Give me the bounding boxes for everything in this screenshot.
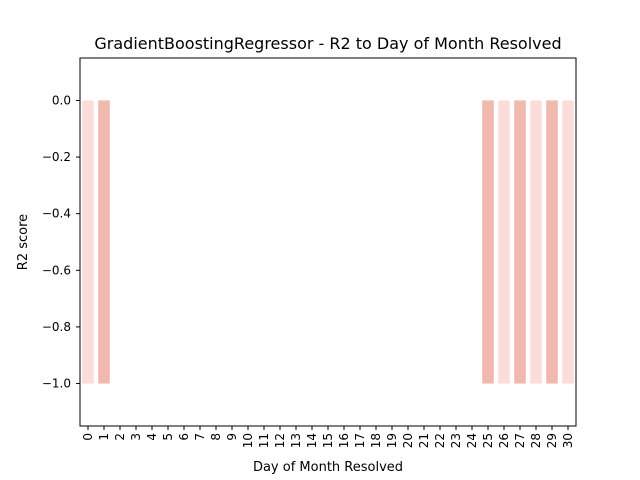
x-tick-label: 4 bbox=[145, 433, 159, 441]
x-tick-label: 25 bbox=[481, 433, 495, 448]
x-axis: 0 1 2 3 4 5 6 7 8 9 10 11 12 13 14 15 16 17 18 19 20 21 22 23 24… bbox=[81, 426, 575, 448]
x-tick-label: 28 bbox=[529, 433, 543, 448]
x-axis-label: Day of Month Resolved bbox=[253, 460, 403, 475]
x-tick-label: 11 bbox=[257, 433, 271, 448]
y-axis: 0.0 −0.2 −0.4 −0.6 −0.8 −1.0 bbox=[42, 93, 80, 391]
x-tick-label: 12 bbox=[273, 433, 287, 448]
x-tick-label: 15 bbox=[321, 433, 335, 448]
chart-title: GradientBoostingRegressor - R2 to Day of… bbox=[94, 34, 561, 53]
y-tick-label: −0.6 bbox=[42, 263, 71, 277]
x-tick-label: 20 bbox=[401, 433, 415, 448]
x-tick-label: 26 bbox=[497, 433, 511, 448]
bar-day-1 bbox=[98, 100, 110, 384]
x-tick-label: 1 bbox=[97, 433, 111, 441]
x-tick-label: 3 bbox=[129, 433, 143, 441]
bar-day-28 bbox=[530, 100, 542, 384]
x-tick-label: 2 bbox=[113, 433, 127, 441]
x-tick-label: 18 bbox=[369, 433, 383, 448]
bar-day-25 bbox=[482, 100, 494, 384]
x-tick-label: 22 bbox=[433, 433, 447, 448]
bars bbox=[82, 100, 574, 384]
bar-day-0 bbox=[82, 100, 94, 384]
x-tick-label: 13 bbox=[289, 433, 303, 448]
bar-day-27 bbox=[514, 100, 526, 384]
x-tick-label: 6 bbox=[177, 433, 191, 441]
x-tick-label: 23 bbox=[449, 433, 463, 448]
x-tick-label: 19 bbox=[385, 433, 399, 448]
x-tick-label: 0 bbox=[81, 433, 95, 441]
x-tick-label: 7 bbox=[193, 433, 207, 441]
bar-day-30 bbox=[562, 100, 574, 384]
x-tick-label: 10 bbox=[241, 433, 255, 448]
x-tick-label: 16 bbox=[337, 433, 351, 448]
y-tick-label: −0.8 bbox=[42, 320, 71, 334]
bar-day-29 bbox=[546, 100, 558, 384]
x-tick-label: 8 bbox=[209, 433, 223, 441]
x-tick-label: 30 bbox=[561, 433, 575, 448]
y-axis-label: R2 score bbox=[16, 214, 31, 270]
x-tick-label: 5 bbox=[161, 433, 175, 441]
y-tick-label: −1.0 bbox=[42, 377, 71, 391]
y-tick-label: −0.2 bbox=[42, 150, 71, 164]
x-tick-label: 27 bbox=[513, 433, 527, 448]
x-tick-label: 9 bbox=[225, 433, 239, 441]
y-tick-label: 0.0 bbox=[52, 93, 71, 107]
x-tick-label: 29 bbox=[545, 433, 559, 448]
bar-day-26 bbox=[498, 100, 510, 384]
x-tick-label: 21 bbox=[417, 433, 431, 448]
y-tick-label: −0.4 bbox=[42, 207, 71, 221]
x-tick-label: 14 bbox=[305, 433, 319, 448]
x-tick-label: 24 bbox=[465, 433, 479, 448]
x-tick-label: 17 bbox=[353, 433, 367, 448]
